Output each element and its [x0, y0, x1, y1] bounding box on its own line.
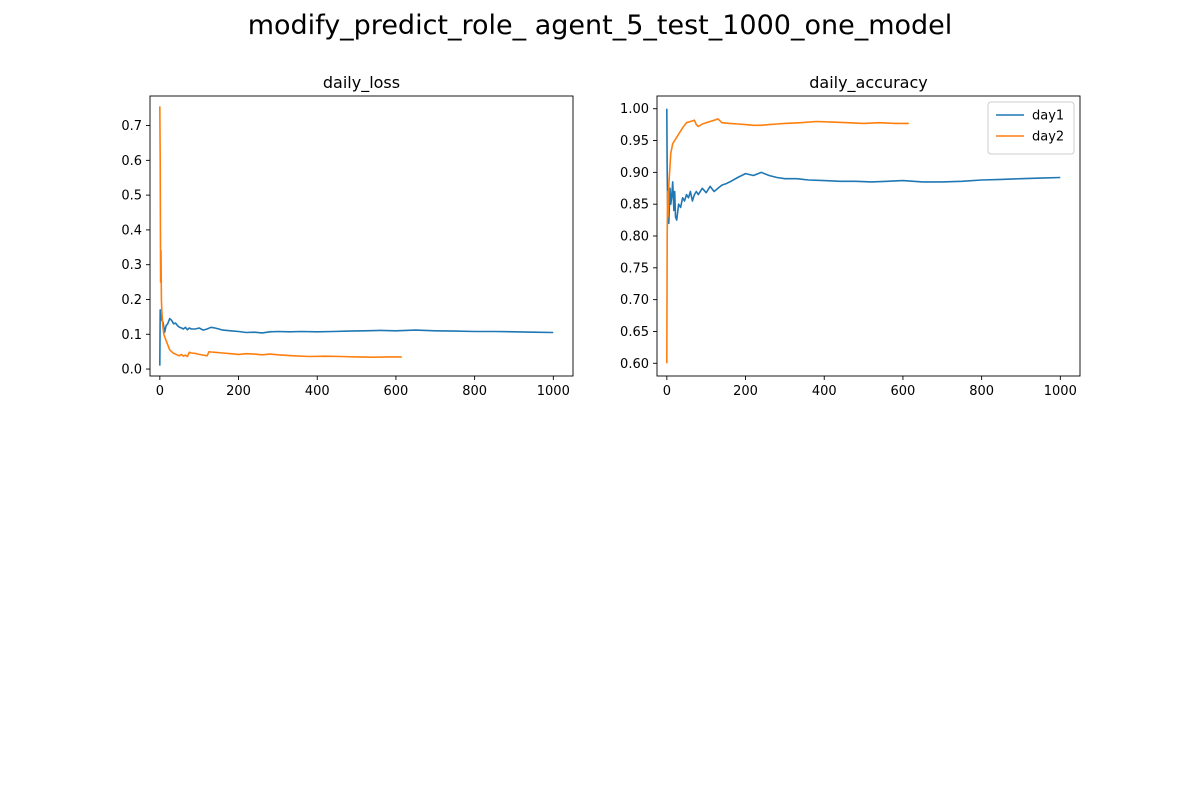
y-tick-label: 0.0 [121, 363, 142, 378]
series-line-day1 [159, 309, 554, 366]
y-tick-label: 0.1 [121, 328, 142, 343]
y-tick-label: 0.60 [620, 357, 649, 372]
x-tick-label: 800 [969, 384, 994, 399]
x-tick-label: 200 [733, 384, 758, 399]
x-tick-label: 400 [812, 384, 837, 399]
axes-frame [149, 95, 574, 377]
series-line-day2 [159, 106, 402, 359]
subplot-daily-loss: daily_loss 0 200 400 600 800 1000 0.0 0.1 0.2 0.3 0… [121, 73, 574, 399]
legend-label-day2: day2 [1032, 130, 1064, 145]
axes-title: daily_accuracy [809, 73, 928, 93]
x-tick-label: 200 [226, 384, 251, 399]
series-line-day1 [666, 108, 1061, 225]
x-tick-label: 0 [156, 384, 164, 399]
y-tick-label: 0.85 [620, 198, 649, 213]
y-tick-label: 0.90 [620, 166, 649, 181]
x-tick-label: 1000 [537, 384, 570, 399]
y-tick-label: 0.2 [121, 293, 142, 308]
subplot-daily-accuracy: daily_accuracy 0 200 400 600 800 1000 0.60 0.65 0… [620, 73, 1081, 399]
y-tick-label: 0.65 [620, 325, 649, 340]
x-tick-label: 600 [384, 384, 409, 399]
y-tick-label: 0.7 [121, 119, 142, 134]
legend-label-day1: day1 [1032, 109, 1064, 124]
x-tick-label: 400 [305, 384, 330, 399]
axes-title: daily_loss [323, 73, 400, 93]
y-tick-label: 1.00 [620, 102, 649, 117]
y-tick-label: 0.4 [121, 223, 142, 238]
y-tick-label: 0.5 [121, 189, 142, 204]
series-line-day2 [665, 118, 909, 364]
y-tick-label: 0.6 [121, 154, 142, 169]
x-tick-label: 0 [663, 384, 671, 399]
y-tick-label: 0.95 [620, 134, 649, 149]
figure-suptitle: modify_predict_role_ agent_5_test_1000_o… [247, 10, 953, 41]
x-tick-label: 1000 [1044, 384, 1077, 399]
y-tick-label: 0.70 [620, 293, 649, 308]
y-tick-label: 0.75 [620, 261, 649, 276]
x-tick-label: 800 [462, 384, 487, 399]
y-tick-label: 0.80 [620, 230, 649, 245]
legend: day1 day2 [987, 101, 1075, 155]
x-tick-label: 600 [891, 384, 916, 399]
y-tick-label: 0.3 [121, 258, 142, 273]
